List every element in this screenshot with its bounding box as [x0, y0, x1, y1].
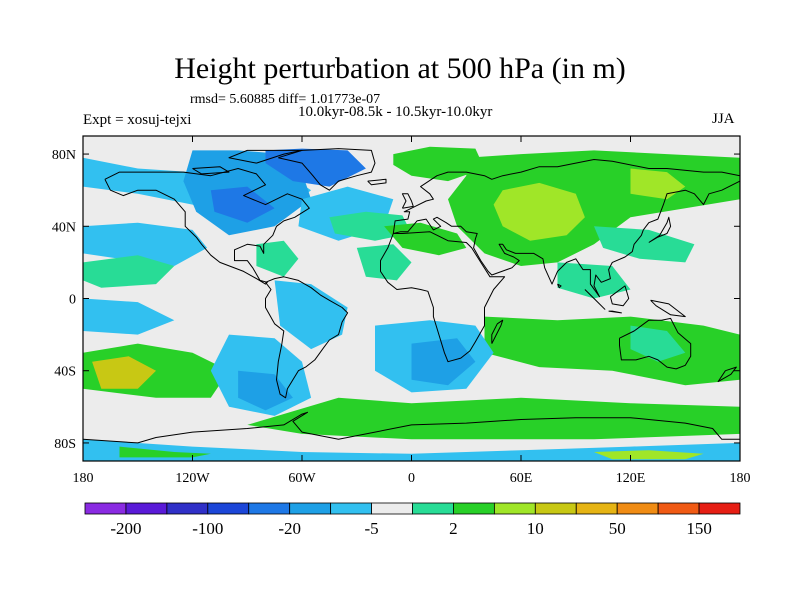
colorbar-swatch-6 — [330, 502, 372, 515]
colorbar-swatch-8 — [412, 502, 454, 515]
coastline-14 — [491, 319, 504, 344]
lon-label: 60E — [510, 471, 533, 486]
field-area-18 — [557, 262, 631, 299]
rmsd-diff-stats: rmsd= 5.60885 diff= 1.01773e-07 — [190, 92, 381, 107]
lon-label: 60W — [288, 471, 316, 486]
field-area-28 — [83, 439, 740, 461]
colorbar-swatch-7 — [371, 502, 413, 515]
coastline-12 — [650, 299, 686, 318]
lon-label: 0 — [408, 471, 415, 486]
colorbar-swatch-10 — [493, 502, 536, 515]
colorbar-swatch-15 — [698, 502, 741, 515]
colorbar-label: -200 — [110, 519, 141, 538]
lat-label: 0 — [69, 293, 76, 308]
colorbar-swatch-9 — [453, 502, 495, 515]
field-area-19 — [630, 325, 686, 362]
field-area-13 — [493, 182, 585, 241]
lon-label: 120E — [616, 471, 646, 486]
colorbar-label: 150 — [686, 519, 712, 538]
coastline-15 — [557, 283, 562, 289]
colorbar-swatch-1 — [125, 502, 168, 515]
coastline-5 — [393, 180, 740, 298]
coastline-7 — [401, 193, 414, 209]
field-area-10 — [356, 244, 412, 281]
season-label: JJA — [712, 111, 735, 127]
coastline-0 — [104, 168, 310, 285]
lon-label: 120W — [175, 471, 210, 486]
colorbar-swatch-5 — [289, 502, 332, 515]
field-area-2 — [265, 148, 366, 187]
coastline-11 — [609, 285, 630, 307]
coastline-3 — [380, 231, 506, 363]
coastline-13 — [648, 216, 672, 243]
colorbar-swatch-14 — [657, 502, 700, 515]
field-area-8 — [274, 280, 348, 350]
colorbar-swatch-2 — [166, 502, 209, 515]
map-title: Height perturbation at 500 hPa (in m) — [174, 52, 626, 85]
coastline-6 — [619, 317, 692, 370]
colorbar-label: -100 — [192, 519, 223, 538]
lat-label: 40N — [52, 220, 76, 235]
field-area-26 — [411, 338, 476, 386]
colorbar: -200 -100 -20 -5 2 10 50 150 — [84, 502, 741, 538]
lat-label: 80N — [52, 148, 76, 163]
colorbar-label: -5 — [365, 519, 379, 538]
map-axes: 80N 40N 0 40S 80S 180 120W 60W 0 60E 120E 180 — [52, 136, 751, 486]
colorbar-swatch-0 — [84, 502, 127, 515]
coastline-1 — [278, 148, 376, 191]
lon-label: 180 — [730, 471, 751, 486]
lon-label: 180 — [73, 471, 94, 486]
period-label: 10.0kyr-08.5k - 10.5kyr-10.0kyr — [298, 104, 493, 120]
colorbar-label: 2 — [449, 519, 458, 538]
colorbar-label: 50 — [609, 519, 626, 538]
coastline-4 — [392, 159, 740, 234]
field-area-14 — [630, 168, 686, 200]
coastline-16 — [83, 411, 740, 444]
coastline-10 — [608, 310, 622, 314]
colorbar-swatch-13 — [616, 502, 659, 515]
coastline-2 — [265, 276, 349, 399]
coastlines — [83, 148, 740, 444]
colorbar-label: -20 — [278, 519, 301, 538]
field-area-3 — [210, 186, 275, 223]
coastline-19 — [192, 166, 230, 175]
colorbar-label: 10 — [527, 519, 544, 538]
field-area-29 — [119, 446, 211, 458]
field-area-16 — [484, 316, 740, 386]
colorbar-swatch-4 — [248, 502, 291, 515]
field-area-17 — [594, 226, 695, 263]
field-area-7 — [256, 240, 299, 277]
lat-label: 80S — [54, 437, 76, 452]
field-area-30 — [594, 450, 704, 460]
coastline-9 — [584, 289, 606, 310]
field-area-24 — [238, 370, 293, 411]
field-area-5 — [83, 222, 208, 266]
field-area-22 — [83, 298, 175, 335]
colorbar-swatch-12 — [575, 502, 618, 515]
coastline-8 — [367, 178, 387, 186]
contour-fields — [83, 136, 740, 461]
field-area-15 — [384, 222, 467, 256]
colorbar-swatch-3 — [207, 502, 250, 515]
experiment-label: Expt = xosuj-tejxi — [83, 112, 192, 128]
colorbar-swatch-11 — [534, 502, 577, 515]
field-area-6 — [83, 255, 175, 288]
field-area-21 — [92, 356, 156, 389]
coastline-18 — [228, 149, 303, 164]
coastline-17 — [717, 366, 737, 383]
field-area-27 — [247, 397, 740, 440]
lat-label: 40S — [54, 365, 76, 380]
